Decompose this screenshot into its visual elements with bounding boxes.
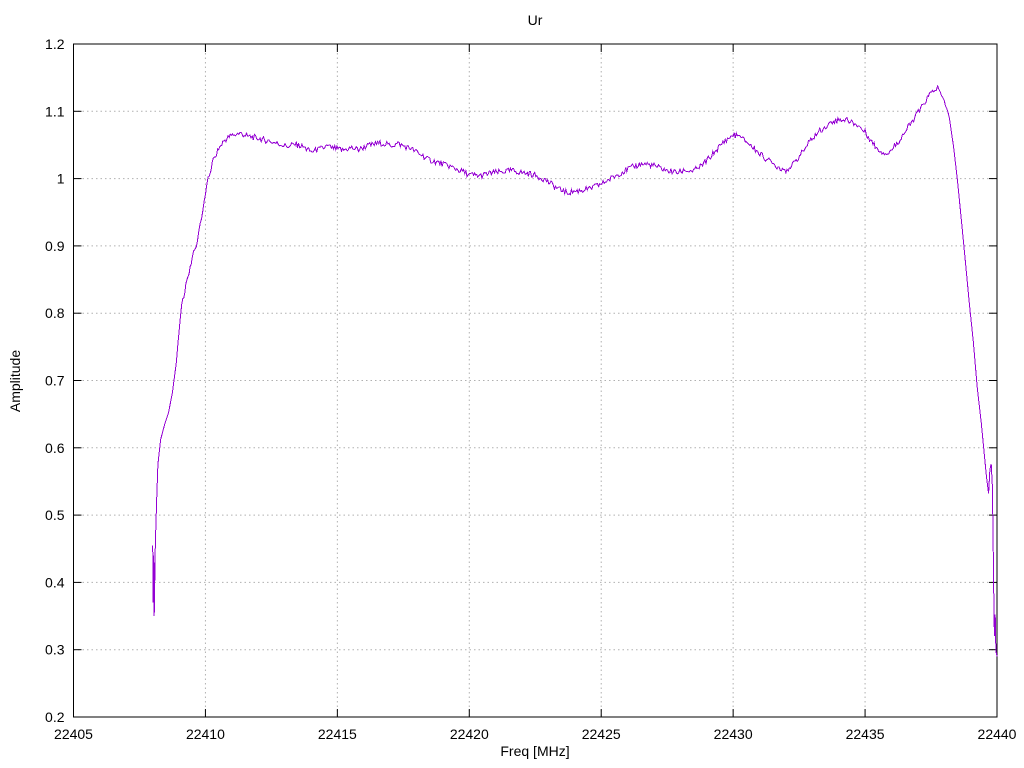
x-tick-label: 22430	[714, 726, 753, 742]
plot-border	[73, 43, 998, 718]
x-tick-label: 22435	[846, 726, 885, 742]
y-tick-label: 0.8	[45, 305, 65, 321]
x-axis-label: Freq [MHz]	[500, 743, 570, 759]
x-tick-label: 22440	[978, 726, 1017, 742]
y-tick-label: 0.7	[45, 373, 65, 389]
y-axis-label: Amplitude	[7, 349, 23, 413]
x-tick-label: 22425	[582, 726, 621, 742]
data-line	[152, 84, 998, 657]
x-tick-label: 22415	[318, 726, 357, 742]
y-tick-label: 0.3	[45, 642, 65, 658]
y-tick-label: 1	[57, 171, 65, 187]
y-tick-label: 0.2	[45, 709, 65, 725]
y-tick-label: 0.6	[45, 440, 65, 456]
y-tick-label: 0.9	[45, 238, 65, 254]
y-tick-label: 1.1	[45, 103, 65, 119]
y-tick-label: 0.4	[45, 574, 65, 590]
x-tick-label: 22410	[186, 726, 225, 742]
x-tick-label: 22420	[450, 726, 489, 742]
x-tick-label: 22405	[54, 726, 93, 742]
y-tick-label: 1.2	[45, 36, 65, 52]
y-tick-label: 0.5	[45, 507, 65, 523]
chart-title: Ur	[527, 12, 543, 28]
